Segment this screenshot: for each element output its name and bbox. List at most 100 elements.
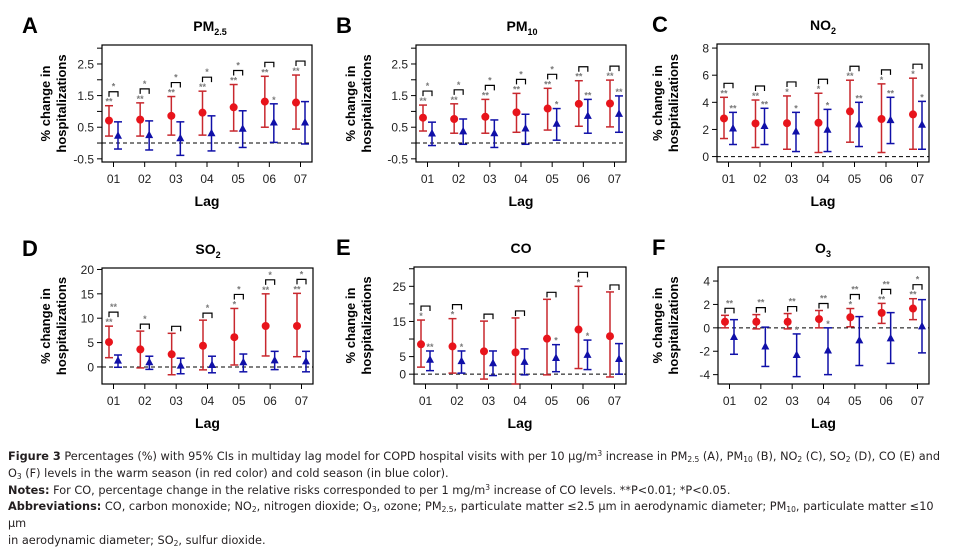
comparison-bracket (139, 88, 150, 94)
comparison-bracket (755, 307, 766, 313)
x-tick-label: 06 (879, 394, 893, 408)
y-tick-label: 0 (87, 360, 94, 374)
data-point (176, 133, 185, 142)
difference-significance-label: * (916, 275, 920, 285)
plot-frame (101, 44, 313, 163)
data-point (489, 358, 497, 367)
difference-significance-label: ** (789, 297, 797, 307)
data-point (417, 340, 425, 349)
y-tick-label: 0 (399, 368, 406, 382)
data-point (574, 325, 583, 334)
difference-significance-label: ** (110, 302, 118, 312)
data-point (176, 361, 185, 369)
y-tick-label: -2 (699, 345, 710, 359)
difference-significance-label: * (550, 64, 554, 74)
significance-label: * (794, 103, 798, 113)
data-point (426, 355, 434, 363)
data-point (198, 108, 207, 117)
y-tick-label: 0 (703, 321, 710, 335)
x-tick-label: 06 (879, 172, 893, 186)
x-tick-label: 06 (263, 172, 277, 186)
series-warm-season: *** ** (721, 290, 917, 330)
panel-letter: B (336, 13, 352, 38)
significance-label: ** (426, 342, 434, 352)
caption-text: , particulate matter ≤10 μm (8, 500, 934, 531)
caption-text: in aerodynamic diameter; SO (8, 533, 174, 547)
plot-frame (413, 266, 627, 385)
significance-label: * (880, 75, 884, 85)
caption-notes: Notes: For CO, percentage change in the … (8, 483, 953, 500)
data-point (428, 129, 436, 137)
difference-significance-label: * (457, 80, 461, 90)
comparison-bracket (912, 63, 923, 70)
data-point (583, 350, 592, 358)
data-point (136, 115, 145, 124)
caption-text: (D), CO (E) and (850, 450, 940, 463)
x-axis-label: Lag (195, 415, 220, 431)
data-point (543, 334, 551, 343)
title-main: NO (810, 17, 831, 33)
data-point (846, 313, 855, 322)
comparison-bracket (422, 90, 433, 97)
series-cold-season: ** ** * ***** * (729, 88, 926, 153)
x-axis-label: Lag (195, 193, 220, 209)
y-tick-label: 6 (702, 69, 709, 83)
panel-title: SO2 (195, 241, 220, 260)
y-tick-label: 0 (702, 150, 709, 164)
significance-label: ** (846, 71, 854, 81)
y-tick-label: 2.5 (77, 57, 94, 71)
data-point (877, 308, 886, 317)
comparison-bracket (609, 65, 620, 72)
difference-significance-label: * (206, 303, 210, 313)
x-tick-label: 05 (848, 394, 862, 408)
series-warm-season: ************** (419, 71, 614, 134)
significance-label: * (555, 100, 559, 110)
significance-label: ** (168, 88, 176, 98)
caption-text: Percentages (%) with 95% CIs in multiday… (64, 450, 598, 463)
comparison-bracket (201, 76, 213, 83)
y-tick-label: 1.5 (391, 89, 408, 103)
significance-label: * (586, 331, 590, 341)
y-tick-label: 0.5 (77, 121, 94, 135)
caption-sub: 3 (16, 471, 22, 481)
y-tick-label: 5 (399, 350, 406, 364)
data-point (145, 130, 154, 139)
data-point (457, 356, 466, 365)
data-point (909, 304, 917, 313)
series-cold-season: ***** (426, 331, 623, 377)
data-point (238, 124, 247, 132)
series-warm-season: * ** (417, 277, 614, 385)
difference-significance-label: * (237, 284, 241, 294)
data-point (229, 103, 238, 112)
data-point (761, 341, 770, 350)
data-point (751, 119, 760, 128)
caption-text: , particulate matter ≤2.5 μm in aerodyna… (453, 500, 787, 514)
caption-text: (F) levels in the warm season (in red co… (21, 466, 449, 480)
data-point (114, 356, 122, 364)
caption-text: For CO, percentage change in the relativ… (49, 483, 486, 497)
data-point (543, 104, 552, 113)
data-point (552, 353, 560, 361)
caption-sub: 2 (845, 455, 851, 464)
panel-title: PM2.5 (193, 18, 227, 37)
data-point (824, 346, 832, 354)
comparison-bracket (264, 61, 275, 68)
x-tick-label: 07 (295, 394, 309, 408)
caption-sub: 2.5 (441, 505, 454, 515)
data-point (721, 317, 729, 326)
significance-label: ** (137, 94, 145, 104)
x-tick-label: 07 (911, 394, 925, 408)
significance-label: * (554, 336, 558, 346)
comparison-bracket (817, 78, 829, 85)
significance-label: ** (105, 317, 113, 327)
caption-text: increase of CO levels. **P<0.01; *P<0.05… (490, 483, 731, 497)
data-point (448, 342, 457, 351)
y-axis-label: % change in (650, 65, 665, 141)
y-tick-label: 10 (81, 312, 95, 326)
caption-abbreviations: Abbreviations: CO, carbon monoxide; NO2,… (8, 499, 953, 549)
significance-label: ** (451, 95, 459, 105)
comparison-bracket (609, 284, 620, 290)
x-tick-label: 05 (545, 394, 559, 408)
caption-sup: 3 (597, 449, 603, 458)
